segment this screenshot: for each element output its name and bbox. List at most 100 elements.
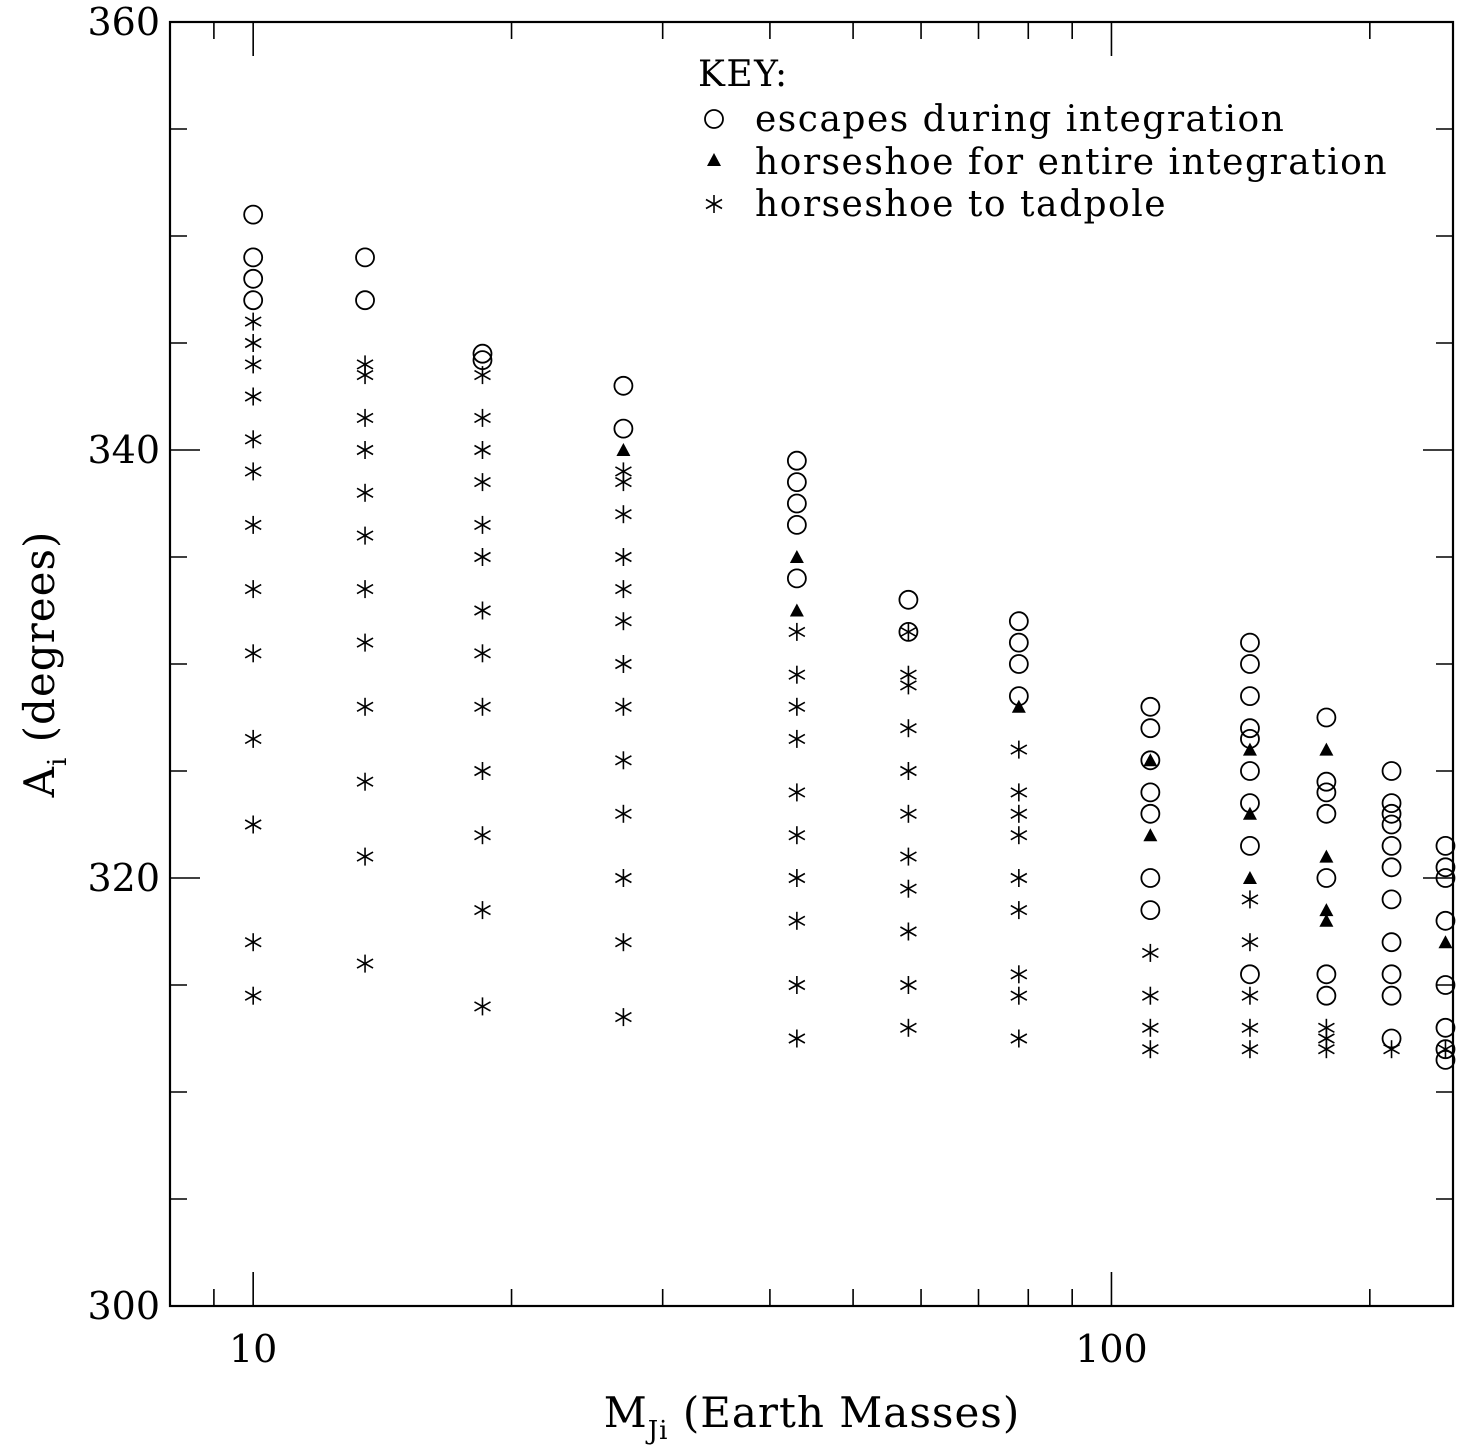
circle-point [1381,814,1402,835]
star-point [788,976,806,994]
star-point [356,847,374,866]
circle-point [1140,900,1161,920]
circle-point [1008,654,1029,674]
star-point [615,505,632,524]
star-point [474,644,491,663]
star-point [1141,1040,1159,1059]
star-point [244,986,262,1005]
star-point [1010,965,1028,984]
star-point [474,901,491,920]
star-point [788,826,806,845]
star-point [615,933,632,952]
circle-point [1381,793,1402,813]
circle-point [1381,836,1402,856]
triangle-point [1143,753,1158,767]
circle-point [1316,985,1337,1006]
star-point [788,697,806,716]
star-point [1010,869,1028,887]
triangle-point [1438,935,1453,949]
x-axis-label: MJi (Earth Masses) [604,1388,1021,1445]
star-point [244,515,262,534]
star-point [788,783,806,802]
star-point [900,804,917,823]
star-point [615,869,632,887]
circle-point [1240,632,1260,653]
star-point [356,526,374,545]
star-point [615,612,632,631]
star-point [788,665,806,684]
star-point [1241,986,1259,1005]
circle-point [786,450,807,471]
star-point [244,387,262,406]
circle-point [1140,718,1161,739]
star-point [1010,783,1028,802]
x-tick-label: 10 [229,1327,277,1371]
star-point [900,622,917,641]
circle-point [1381,761,1402,781]
circle-point [1240,654,1260,674]
circle-point [243,204,264,225]
star-point [788,911,806,930]
circle-point [1140,782,1161,803]
star-point [474,826,491,845]
data-markers [243,204,1456,1070]
axis-ticks [170,21,1453,1307]
circle-point [1240,964,1260,985]
circle-point [1381,857,1402,878]
star-point [356,408,374,427]
circle-point [1381,803,1402,824]
triangle-point [1242,806,1257,820]
triangle-point [1011,699,1026,713]
star-point [1241,933,1259,952]
circle-point [1008,611,1029,632]
star-point [244,729,262,748]
circle-point [1381,889,1402,910]
circle-point [355,247,375,268]
triangle-point [1319,913,1334,927]
star-point [474,548,491,566]
star-point [474,997,491,1016]
star-point [615,580,632,599]
legend-star-icon [705,195,723,213]
star-point [474,473,491,492]
triangle-point [616,443,631,456]
star-point [356,366,374,385]
star-point [1437,1040,1454,1059]
star-point [900,922,917,941]
star-point [474,408,491,427]
circle-point [786,493,807,514]
x-tick-label: 100 [1075,1327,1148,1371]
circle-point [1435,975,1456,995]
circle-point [1140,750,1161,771]
legend-label-horseshoe-entire: horseshoe for entire integration [755,142,1388,183]
circle-point [1316,964,1337,985]
star-point [788,729,806,748]
star-point [1010,826,1028,845]
star-point [900,676,917,695]
star-point [615,473,632,492]
star-point [900,1018,917,1037]
star-point [244,644,262,663]
tick-labels: 10 100 300 320 340 360 [87,0,1147,1371]
circle-point [898,589,919,610]
circle-point [1316,868,1337,888]
legend: KEY: escapes during integration horsesho… [698,54,1388,225]
star-point [1010,986,1028,1005]
star-point [615,548,632,566]
y-axis-label: Ai (degrees) [15,531,73,799]
star-point [244,312,262,331]
legend-circle-icon [704,109,724,129]
circle-point [1240,836,1260,856]
star-point [1241,890,1259,909]
star-point [244,462,262,481]
circle-point [786,568,807,589]
circle-point [1381,964,1402,985]
star-point [1010,1029,1028,1048]
star-point [474,441,491,459]
y-tick-label: 360 [87,0,160,44]
circle-point [1435,868,1456,888]
circle-point [1140,696,1161,717]
star-point [1241,1040,1259,1059]
circle-point [1316,771,1337,792]
